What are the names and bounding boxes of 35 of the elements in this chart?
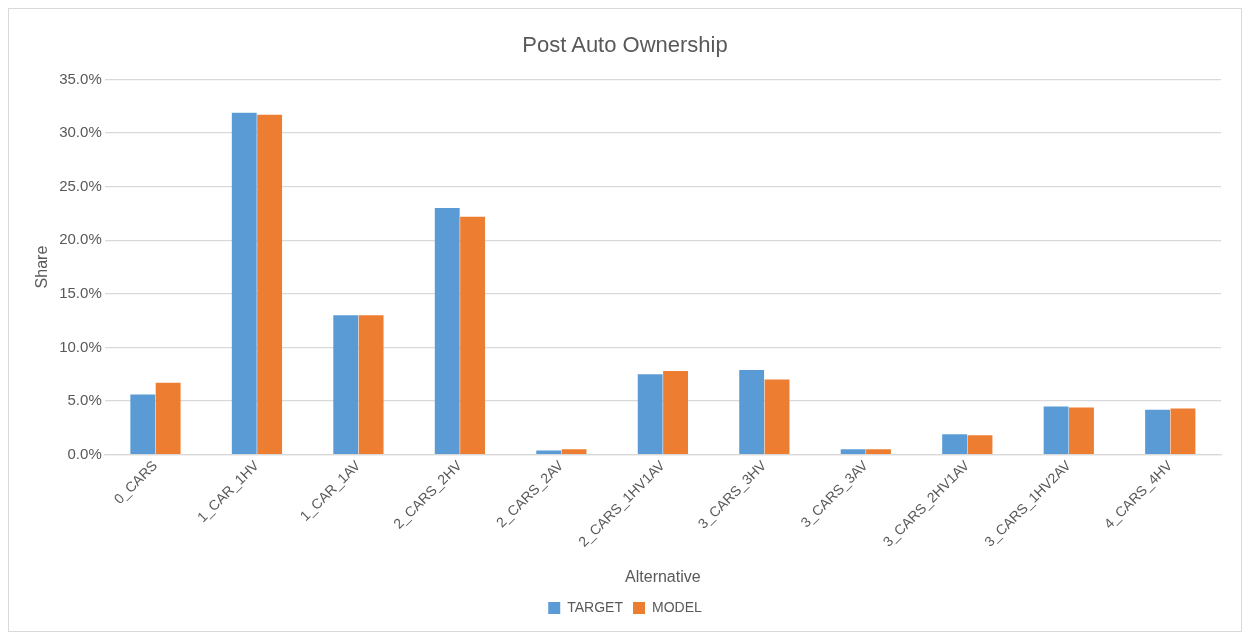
y-axis-title: Share (33, 245, 51, 289)
bar (967, 435, 993, 455)
bar (155, 382, 181, 455)
y-tick-label: 35.0% (59, 69, 102, 87)
bar (1069, 407, 1094, 455)
x-axis-title: Alternative (625, 567, 701, 585)
bar (460, 216, 486, 455)
bar (358, 315, 384, 455)
bar (840, 449, 866, 455)
bar (130, 394, 156, 455)
y-tick-label: 20.0% (59, 230, 102, 248)
bar (637, 374, 663, 455)
y-tick-label: 30.0% (59, 123, 102, 141)
bar (257, 114, 283, 455)
bar (561, 449, 587, 455)
y-tick-label: 0.0% (67, 444, 102, 462)
bar (434, 208, 460, 455)
y-tick-label: 5.0% (67, 391, 102, 409)
bar (866, 449, 891, 455)
bar (1043, 406, 1069, 455)
bar (764, 379, 790, 455)
bar (536, 450, 562, 455)
y-tick-label: 10.0% (59, 337, 102, 355)
bar (1170, 408, 1196, 455)
bar (739, 369, 765, 455)
y-tick-label: 25.0% (59, 176, 102, 194)
chart-title: Post Auto Ownership (522, 32, 728, 58)
bar (231, 112, 257, 455)
bar (663, 371, 688, 455)
bar (1145, 409, 1171, 455)
legend-label: TARGET (567, 598, 624, 615)
legend-label: MODEL (651, 598, 702, 615)
bar (333, 315, 359, 455)
bar (942, 434, 968, 455)
y-tick-label: 15.0% (59, 283, 102, 301)
